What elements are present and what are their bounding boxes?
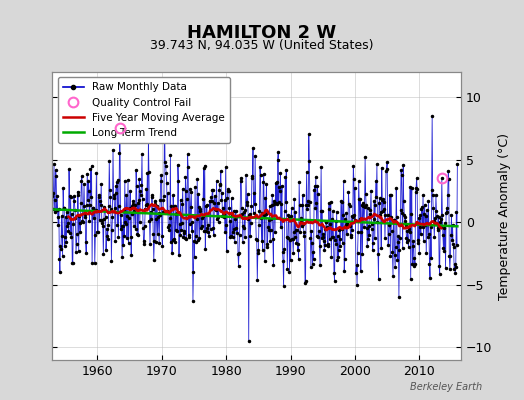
Text: HAMILTON 2 W: HAMILTON 2 W [188,24,336,42]
Text: Berkeley Earth: Berkeley Earth [410,382,482,392]
Text: 39.743 N, 94.035 W (United States): 39.743 N, 94.035 W (United States) [150,39,374,52]
Y-axis label: Temperature Anomaly (°C): Temperature Anomaly (°C) [498,132,511,300]
Legend: Raw Monthly Data, Quality Control Fail, Five Year Moving Average, Long-Term Tren: Raw Monthly Data, Quality Control Fail, … [58,77,230,143]
